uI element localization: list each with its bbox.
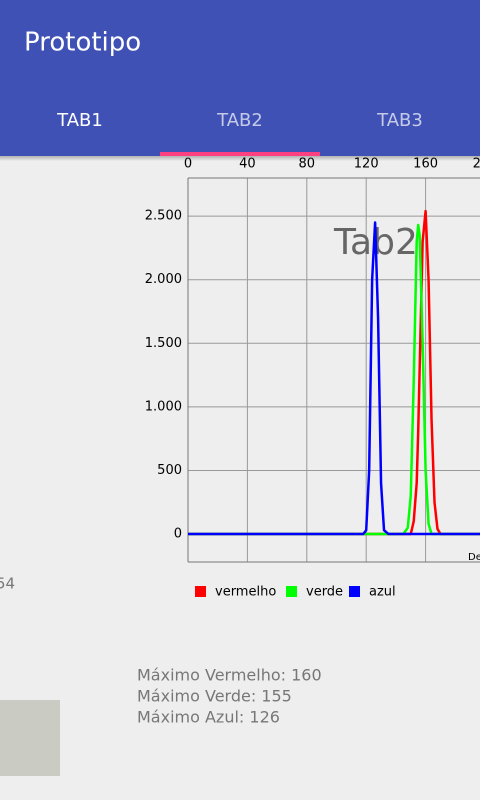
stat-text: Máximo Verde: 155 (137, 687, 292, 706)
x-tick-label: 160 (413, 157, 438, 172)
y-tick-label: 0 (174, 527, 182, 542)
legend-label: vermelho (215, 585, 276, 600)
y-tick-label: 500 (157, 463, 182, 478)
tab-label: TAB2 (216, 110, 263, 131)
app-title: Prototipo (24, 28, 141, 58)
y-tick-label: 2.000 (145, 272, 182, 287)
stat-text: Máximo Azul: 126 (137, 708, 280, 727)
shadow (0, 156, 480, 161)
stat-text: Máximo Vermelho: 160 (137, 666, 322, 685)
series-line (188, 221, 480, 536)
app-bar (0, 0, 480, 156)
y-tick-label: 1.000 (145, 399, 182, 414)
legend-label: azul (369, 585, 396, 600)
side-text: 54 (0, 575, 15, 593)
x-axis-label: De (468, 552, 480, 563)
tab-label: TAB3 (376, 110, 423, 131)
plot-area (188, 209, 480, 536)
y-tick-label: 1.500 (145, 336, 182, 351)
series-line (188, 223, 480, 536)
x-tick-label: 40 (239, 157, 256, 172)
legend-swatch (195, 586, 206, 597)
legend-label: verde (306, 585, 343, 600)
x-tick-label: 120 (354, 157, 379, 172)
image-box (0, 700, 60, 776)
tab-indicator (160, 152, 320, 156)
legend-swatch (349, 586, 360, 597)
chart: 05001.0001.5002.0002.50004080120160200Ta… (145, 157, 480, 600)
legend-swatch (286, 586, 297, 597)
x-tick-label: 200 (473, 157, 480, 172)
x-tick-label: 80 (299, 157, 316, 172)
tab-label: TAB1 (56, 110, 103, 131)
x-tick-label: 0 (184, 157, 192, 172)
y-tick-label: 2.500 (145, 209, 182, 224)
